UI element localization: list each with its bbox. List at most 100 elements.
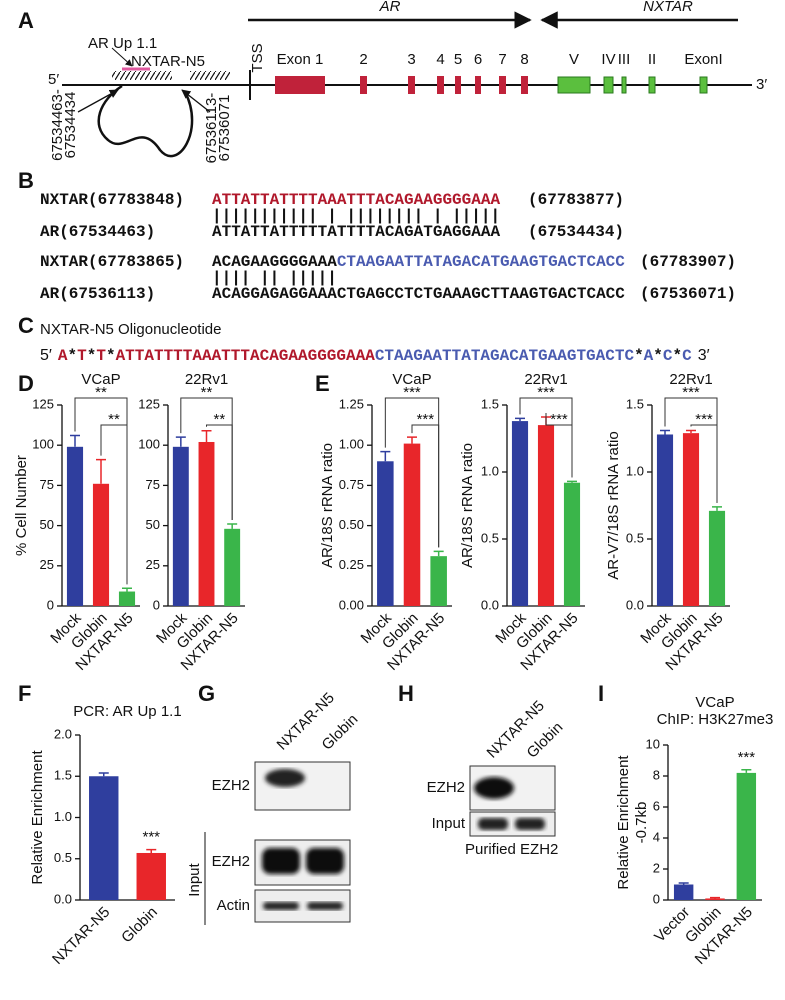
exon-label: Exon 1 (277, 51, 324, 68)
y-axis-label: AR-V7/18S rRNA ratio (605, 431, 622, 579)
band (265, 769, 305, 787)
oligo-segment: T (96, 347, 106, 365)
significance-label: *** (142, 829, 160, 846)
y-axis-label: Relative Enrichment (29, 750, 46, 885)
band (263, 902, 299, 910)
y-tick-label: 50 (40, 517, 54, 532)
oligo-segment: C (682, 347, 692, 365)
exon-label: ExonI (684, 51, 722, 68)
ar-up-label: AR Up 1.1 (88, 35, 157, 52)
error-bar (96, 458, 106, 484)
hatch (190, 71, 230, 80)
bar (705, 898, 725, 900)
row-label: EZH2 (427, 779, 465, 796)
blot (254, 761, 351, 811)
oligo-label: NXTAR-N5 (131, 53, 205, 70)
bar (682, 433, 700, 606)
significance-bracket (100, 424, 128, 585)
band (478, 818, 508, 830)
pointer (181, 89, 211, 113)
oligo-segment: C (663, 347, 673, 365)
pointer (111, 47, 133, 67)
nxtar-exon (648, 76, 656, 94)
error-bar (433, 550, 444, 557)
y-tick-label: 0.0 (54, 891, 72, 906)
y-tick-label: 100 (138, 437, 160, 452)
band (307, 902, 343, 910)
error-bar (175, 436, 186, 447)
chart-subtitle: ChIP: H3K27me3 (657, 711, 774, 728)
panel-label: B (18, 168, 34, 193)
chart-title: 22Rv1 (185, 371, 228, 388)
three-prime: 3′ (698, 347, 710, 364)
error-bar (146, 848, 157, 853)
oligo-segment: A (58, 347, 68, 365)
oligo-segment: ATTATTTTAAATTTACAGAAGGGGAAA (116, 347, 376, 365)
error-bar (70, 434, 80, 447)
significance-label: *** (738, 749, 756, 766)
bar (511, 421, 529, 606)
row-label: Input (432, 815, 466, 832)
panel-label: E (315, 371, 330, 396)
y-axis-label: -0.7kb (633, 802, 650, 844)
exon-label: IV (601, 51, 615, 68)
y-tick-label: 50 (146, 517, 160, 532)
significance-label: *** (403, 384, 421, 401)
y-tick-label: 0.5 (481, 530, 499, 545)
sequence-segment: CTAAGAATTATAGACATGAAGTGACTCACC (337, 253, 625, 271)
band (262, 848, 300, 874)
five-prime: 5′ (48, 71, 59, 88)
panel-label: D (18, 371, 34, 396)
y-tick-label: 0.0 (626, 597, 644, 612)
sequence-segment: ACAGAAGGGGAAA (212, 253, 337, 271)
y-tick-label: 0.50 (339, 517, 364, 532)
exon-label: III (618, 51, 631, 68)
oligo-segment: * (106, 347, 116, 365)
error-bar (98, 772, 109, 777)
exon-label: II (648, 51, 656, 68)
ar-exon (521, 76, 528, 94)
sequence-name: NXTAR(67783865) (40, 253, 184, 271)
bar (118, 591, 136, 606)
y-tick-label: 0.5 (626, 530, 644, 545)
significance-bracket (545, 413, 573, 478)
error-bar (122, 587, 132, 592)
nxtar-exon (699, 76, 708, 94)
y-tick-label: 0.00 (339, 597, 364, 612)
sequence-name: AR(67536113) (40, 285, 155, 303)
significance-label: *** (417, 411, 435, 428)
match-bars: |||| || ||||| (212, 269, 337, 287)
y-tick-label: 2 (653, 860, 660, 875)
y-axis-label: % Cell Number (13, 455, 30, 556)
chart-title: 22Rv1 (669, 371, 712, 388)
exon-label: 8 (520, 51, 528, 68)
bar (673, 884, 694, 900)
exon-label: 3 (407, 51, 415, 68)
exon-label: 2 (359, 51, 367, 68)
band (515, 818, 545, 830)
y-tick-label: 1.5 (481, 396, 499, 411)
y-tick-label: 1.0 (481, 463, 499, 478)
oligo-segment: * (634, 347, 644, 365)
oligo-title: NXTAR-N5 Oligonucleotide (40, 321, 221, 338)
chart-title: VCaP (392, 371, 431, 388)
coordinate: 67536113- (203, 93, 220, 164)
error-bar (380, 450, 391, 462)
significance-label: *** (682, 384, 700, 401)
significance-label: *** (550, 411, 568, 428)
bar (89, 776, 119, 900)
exon-label: 6 (474, 51, 482, 68)
y-tick-label: 8 (653, 767, 660, 782)
sequence-end: (67783877) (528, 191, 624, 209)
hatch (112, 71, 172, 80)
y-tick-label: 1.25 (339, 396, 364, 411)
ar-exon (499, 76, 506, 94)
nxtar-label: NXTAR (643, 0, 693, 15)
chart-title: 22Rv1 (524, 371, 567, 388)
band (306, 848, 344, 874)
bar (656, 434, 674, 606)
y-tick-label: 25 (40, 557, 54, 572)
blot-h: NXTAR-N5 Globin EZH2 Input Purified EZH2 (427, 697, 567, 858)
ar-exon (275, 76, 325, 94)
y-tick-label: 1.0 (626, 463, 644, 478)
